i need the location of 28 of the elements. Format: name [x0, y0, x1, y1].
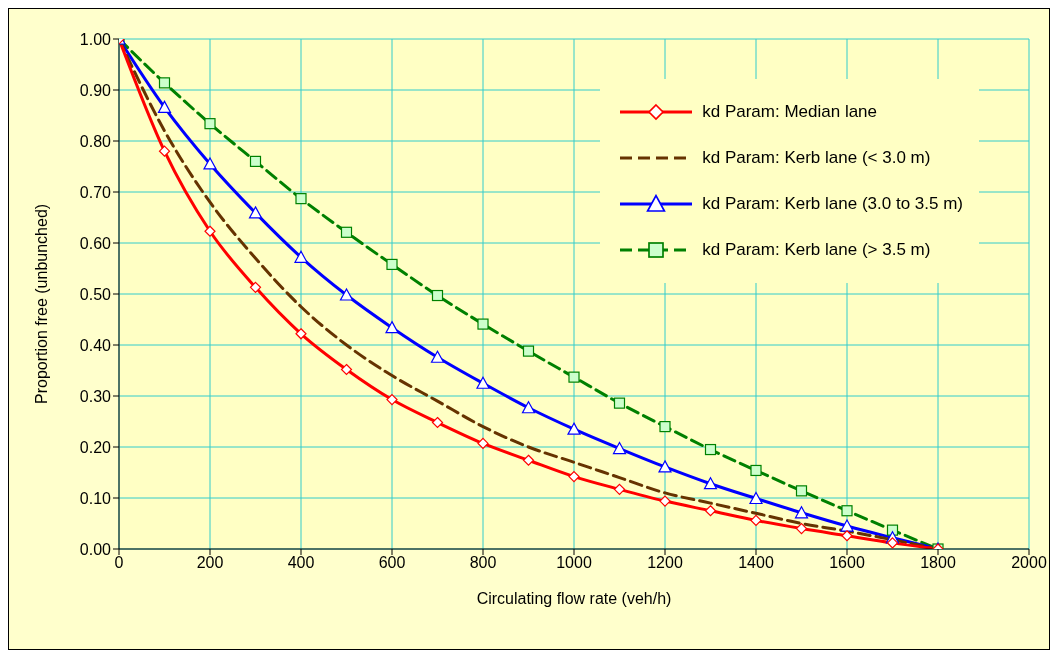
y-tick-label: 0.00: [79, 540, 112, 558]
legend-label: kd Param: Median lane: [702, 102, 878, 122]
legend-label: kd Param: Kerb lane (3.0 to 3.5 m): [702, 194, 963, 214]
legend-label: kd Param: Kerb lane (> 3.5 m): [702, 240, 931, 260]
x-tick-label: 1200: [647, 554, 683, 572]
x-tick-label: 1400: [738, 554, 774, 572]
y-tick-label: 0.50: [79, 285, 112, 303]
y-tick-label: 0.20: [79, 438, 112, 456]
x-tick-label: 0: [114, 554, 124, 572]
y-tick-label: 0.10: [79, 489, 112, 507]
x-tick-label: 600: [378, 554, 406, 572]
y-tick-label: 0.90: [79, 81, 112, 99]
x-tick-label: 2000: [1011, 554, 1047, 572]
x-tick-label: 200: [196, 554, 224, 572]
x-tick-label: 800: [469, 554, 497, 572]
y-tick-label: 0.80: [79, 132, 112, 150]
y-tick-label: 0.40: [79, 336, 112, 354]
legend-label: kd Param: Kerb lane (< 3.0 m): [702, 148, 931, 168]
y-tick-label: 1.00: [79, 30, 112, 48]
x-tick-label: 1000: [556, 554, 592, 572]
y-axis-title: Proportion free (unbunched): [32, 203, 50, 404]
x-tick-label: 1600: [829, 554, 865, 572]
x-tick-label: 400: [287, 554, 315, 572]
y-tick-label: 0.70: [79, 183, 112, 201]
y-tick-label: 0.60: [79, 234, 112, 252]
x-tick-label: 1800: [920, 554, 956, 572]
x-axis-title: Circulating flow rate (veh/h): [476, 590, 672, 607]
y-tick-label: 0.30: [79, 387, 112, 405]
